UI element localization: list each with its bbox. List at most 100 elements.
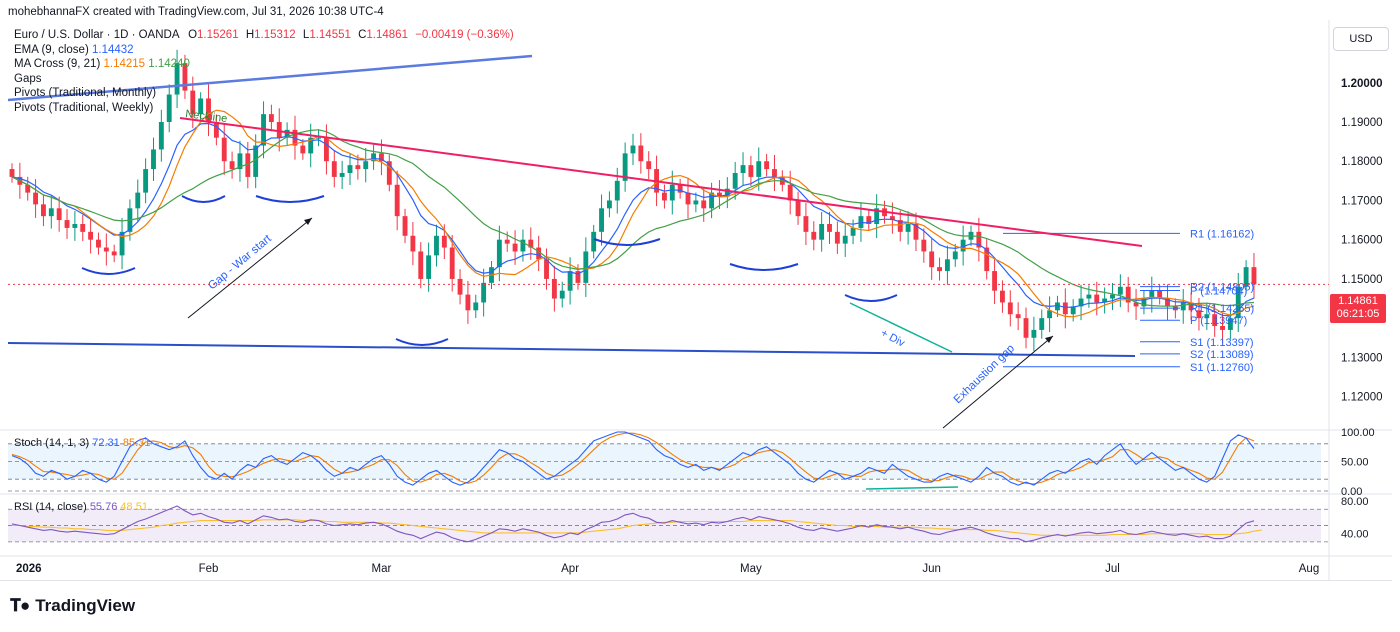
candle-body [1031,329,1037,338]
candle-body [103,247,109,252]
rsi-line [11,505,1255,543]
stoch-divergence-line [865,486,959,490]
candle [606,191,612,218]
legend-gaps-row[interactable]: Gaps [14,72,42,85]
candle-body [386,161,392,185]
candle-body [434,235,439,256]
candle-body [1086,294,1092,299]
brand-logo[interactable]: 𝐓● TradingView [10,596,135,616]
symbol-name[interactable]: Euro / U.S. Dollar · 1D · OANDA [14,29,179,41]
candle [253,134,259,189]
candle-body [481,282,487,303]
legend-ma-row[interactable]: MA Cross (9, 21) 1.14215 1.14240 [14,57,514,72]
candle [614,167,620,214]
stoch-d-line [11,432,1255,485]
candle [999,280,1005,313]
candle-body [646,161,652,170]
candle [1227,309,1233,339]
candle [182,54,188,99]
candle [740,152,746,186]
candle-body [190,90,196,115]
stoch-tick-label: 0.00 [1341,486,1362,498]
candle-body [88,231,94,240]
divergence-label: + Div [879,327,907,350]
stoch-tick-label: 50.00 [1341,457,1369,469]
candle [834,221,840,254]
time-tick-label: Mar [372,563,392,575]
stoch-label: Stoch (14, 1, 3) 72.31 85.31 [14,437,150,449]
candle [1235,272,1241,332]
candle-body [457,278,463,295]
price-tick-label: 1.16000 [1341,235,1383,247]
candle [56,196,62,232]
candle-body [811,231,817,240]
candle-body [347,165,353,173]
candle [520,229,526,262]
pivot-label: P (1.13947) [1190,315,1247,327]
candle-body [410,235,416,252]
candle-body [1023,318,1029,338]
candle [1110,283,1115,311]
candle-body [575,271,581,283]
candle-body [536,247,542,260]
candle-body [795,200,801,217]
candle [386,154,392,192]
candle [213,114,219,146]
pivot-label: S1 (1.12760) [1190,362,1254,374]
candle [323,124,329,175]
candle-body [614,180,620,201]
upper-trendline [7,54,533,102]
stoch-tick-label: 100.00 [1341,427,1375,439]
candle-body [371,153,377,162]
candle-body [276,122,282,138]
candle-body [661,192,667,201]
candle-body [339,173,345,177]
candle-body [512,243,518,252]
candle [331,150,337,188]
candle [591,224,597,259]
ema-label[interactable]: EMA (9, close) [14,43,89,56]
candle-body [701,200,707,209]
ma-label[interactable]: MA Cross (9, 21) [14,58,101,70]
gap-arrowhead [304,218,312,225]
change-value: −0.00419 (−0.36%) [415,29,514,41]
candle-body [850,227,856,236]
candle-body [1149,290,1155,299]
candle [646,151,652,180]
candle [929,238,935,280]
candle [1251,253,1257,299]
candle [536,235,542,272]
legend-ema-row[interactable]: EMA (9, close) 1.14432 [14,43,514,58]
candle [237,140,243,182]
time-axis[interactable]: 2026 Feb Mar Apr May Jun Jul Aug [16,563,1319,575]
candle [661,184,667,209]
indicator-panels: Stoch (14, 1, 3) 72.31 85.31 RSI (14, clo… [8,431,1329,543]
candle-body [441,235,447,248]
candle-body [897,220,903,232]
candle [630,133,636,166]
legend-pivots-monthly-row[interactable]: Pivots (Traditional, Monthly) [14,87,157,99]
candle-body [1062,302,1068,315]
legend-pivots-weekly-row[interactable]: Pivots (Traditional, Weekly) [14,101,154,114]
tradingview-logo-icon: 𝐓● [10,596,30,615]
candle [371,144,377,170]
candle-body [268,114,274,122]
candle [599,194,604,246]
candle [992,257,998,305]
candle-body [80,224,86,232]
price-axis[interactable]: 1.120001.130001.140001.150001.160001.170… [1341,39,1383,541]
candle [394,170,400,231]
candle-body [567,271,573,291]
candle-body [198,98,204,115]
candle [795,191,801,225]
low-label: L [302,29,310,41]
candle-body [944,259,950,272]
candle [827,211,832,245]
candle [96,232,101,255]
currency-button[interactable]: USD [1333,27,1389,51]
time-tick-label: Aug [1299,563,1319,575]
candle [426,242,432,292]
candle-body [976,231,982,248]
legend-symbol-row[interactable]: Euro / U.S. Dollar · 1D · OANDA O1.15261… [14,28,514,43]
candle-body [1157,290,1163,299]
